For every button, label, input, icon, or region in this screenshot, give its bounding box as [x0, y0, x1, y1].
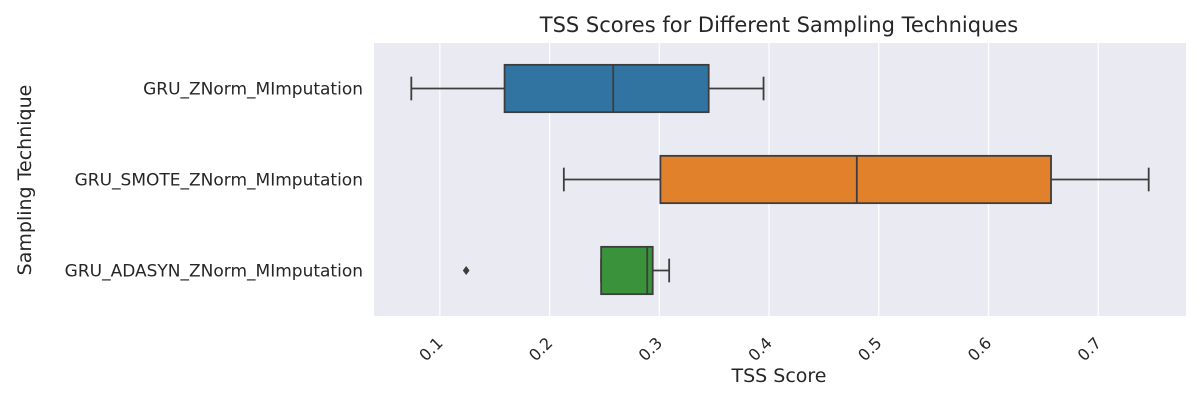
boxes	[410, 63, 1150, 296]
x-tick-label: 0.6	[964, 333, 995, 364]
box-group	[410, 63, 765, 114]
y-category-labels: GRU_ZNorm_MImputation GRU_SMOTE_ZNorm_MIm…	[65, 80, 363, 282]
x-tick-label: 0.1	[415, 333, 446, 364]
x-tick-labels: 0.1 0.2 0.3 0.4 0.5 0.6 0.7	[415, 333, 1105, 364]
y-axis-label: Sampling Technique	[14, 85, 36, 276]
iqr-box	[659, 154, 1052, 205]
y-category-label: GRU_SMOTE_ZNorm_MImputation	[75, 171, 363, 191]
y-category-label: GRU_ADASYN_ZNorm_MImputation	[65, 262, 363, 282]
outlier-point	[462, 266, 470, 275]
x-tick-label: 0.5	[854, 333, 885, 364]
x-axis-label: TSS Score	[731, 365, 827, 387]
x-tick-label: 0.4	[744, 333, 775, 364]
x-tick-label: 0.2	[525, 333, 556, 364]
x-tick-label: 0.3	[635, 333, 666, 364]
box-group	[462, 245, 671, 296]
iqr-box	[600, 245, 654, 296]
x-tick-label: 0.7	[1074, 333, 1105, 364]
iqr-box	[503, 63, 710, 114]
chart-title: TSS Scores for Different Sampling Techni…	[539, 13, 1019, 37]
box-group	[562, 154, 1150, 205]
y-category-label: GRU_ZNorm_MImputation	[143, 80, 363, 100]
